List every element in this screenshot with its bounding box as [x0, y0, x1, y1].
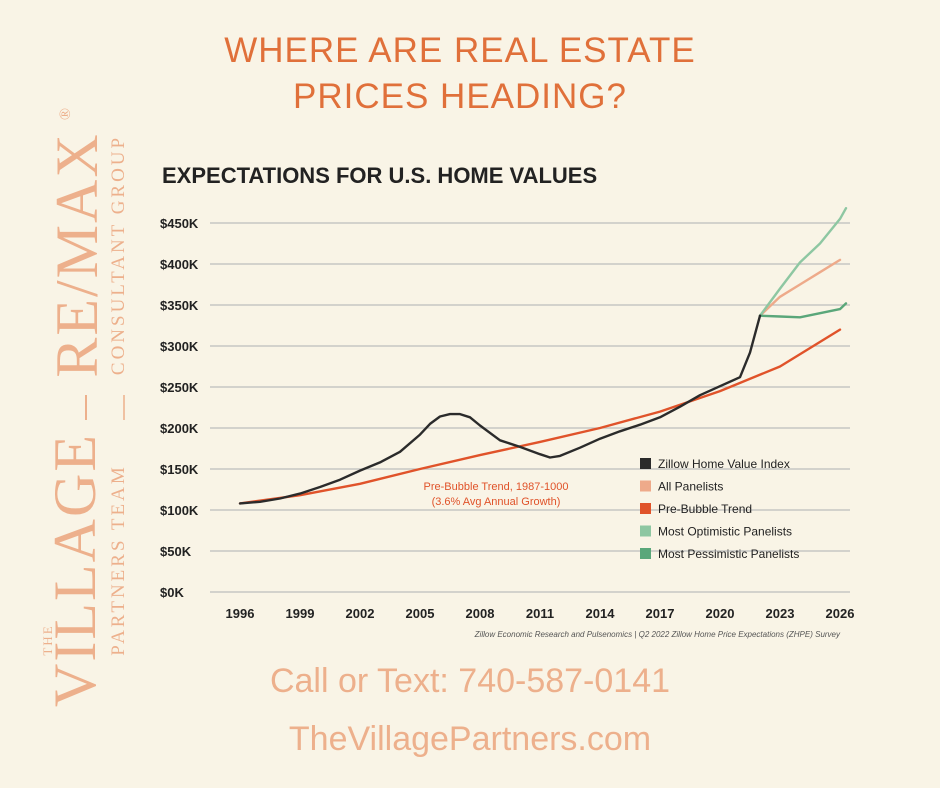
chart-title: EXPECTATIONS FOR U.S. HOME VALUES: [162, 163, 597, 188]
y-tick-label: $450K: [160, 216, 199, 231]
headline-line-1: WHERE ARE REAL ESTATE: [224, 31, 696, 70]
brand-partners-team: PARTNERS TEAM: [108, 464, 129, 655]
legend-swatch: [640, 548, 651, 559]
x-tick-label: 2008: [466, 606, 495, 621]
y-tick-label: $350K: [160, 298, 199, 313]
legend-swatch: [640, 525, 651, 537]
x-tick-label: 1999: [286, 606, 315, 621]
x-tick-label: 2023: [766, 606, 795, 621]
x-tick-label: 1996: [226, 606, 255, 621]
y-tick-label: $250K: [160, 380, 199, 395]
annotation-line-2: (3.6% Avg Annual Growth): [432, 496, 561, 508]
gridlines: [210, 222, 850, 593]
series-lines: [238, 207, 848, 505]
legend-label: Most Pessimistic Panelists: [658, 547, 799, 561]
x-tick-label: 2026: [826, 606, 855, 621]
y-tick-label: $150K: [160, 462, 199, 477]
legend: Zillow Home Value Index All Panelists Pre-…: [640, 457, 799, 561]
home-values-chart: EXPECTATIONS FOR U.S. HOME VALUES $0K $50…: [160, 163, 855, 639]
trend-annotation: Pre-Bubble Trend, 1987-1000 (3.6% Avg An…: [424, 481, 569, 508]
phone-contact[interactable]: Call or Text: 740-587-0141: [269, 662, 671, 700]
series-line-pre-bubble-trend: [238, 328, 842, 505]
y-tick-label: $300K: [160, 339, 199, 354]
y-axis-ticks: $0K $50K $100K $150K $200K $250K $300K $350K $40…: [160, 216, 199, 600]
y-tick-label: $0K: [160, 585, 184, 600]
legend-swatch: [640, 458, 651, 469]
series-line-all-panelists: [758, 258, 842, 317]
headline-line-2: PRICES HEADING?: [293, 77, 627, 116]
website-link[interactable]: TheVillagePartners.com: [288, 720, 652, 758]
headline: WHERE ARE REAL ESTATE PRICES HEADING?: [150, 28, 770, 120]
source-note: Zillow Economic Research and Pulsenomics…: [474, 630, 841, 639]
legend-label: All Panelists: [658, 480, 723, 494]
annotation-line-1: Pre-Bubble Trend, 1987-1000: [424, 481, 569, 493]
side-branding: THE VILLAGE PARTNERS TEAM RE/MAX ® CONSU…: [40, 108, 129, 707]
brand-the: THE: [40, 624, 55, 655]
brand-village-logo-text: VILLAGE: [42, 433, 108, 707]
x-tick-label: 2017: [646, 606, 675, 621]
series-line-zillow-home-value-index: [238, 314, 762, 505]
series-line-most-optimistic-panelists: [758, 207, 848, 317]
brand-remax-logo-text: RE/MAX: [44, 132, 110, 377]
brand-consultant-group: CONSULTANT GROUP: [108, 135, 129, 375]
brand-registered-mark: ®: [57, 108, 74, 120]
y-tick-label: $400K: [160, 257, 199, 272]
legend-label: Zillow Home Value Index: [658, 457, 790, 471]
x-tick-label: 2014: [586, 606, 616, 621]
legend-label: Pre-Bubble Trend: [658, 502, 752, 516]
x-tick-label: 2005: [406, 606, 435, 621]
y-tick-label: $100K: [160, 503, 199, 518]
series-line-most-pessimistic-panelists: [758, 302, 848, 319]
y-tick-label: $50K: [160, 544, 192, 559]
x-tick-label: 2020: [706, 606, 735, 621]
legend-label: Most Optimistic Panelists: [658, 525, 792, 539]
x-tick-label: 2011: [526, 606, 554, 621]
x-axis-ticks: 1996 1999 2002 2005 2008 2011 2014 2017 2020 2023…: [226, 606, 855, 621]
y-tick-label: $200K: [160, 421, 199, 436]
legend-swatch: [640, 480, 651, 492]
x-tick-label: 2002: [346, 606, 375, 621]
legend-swatch: [640, 503, 651, 514]
